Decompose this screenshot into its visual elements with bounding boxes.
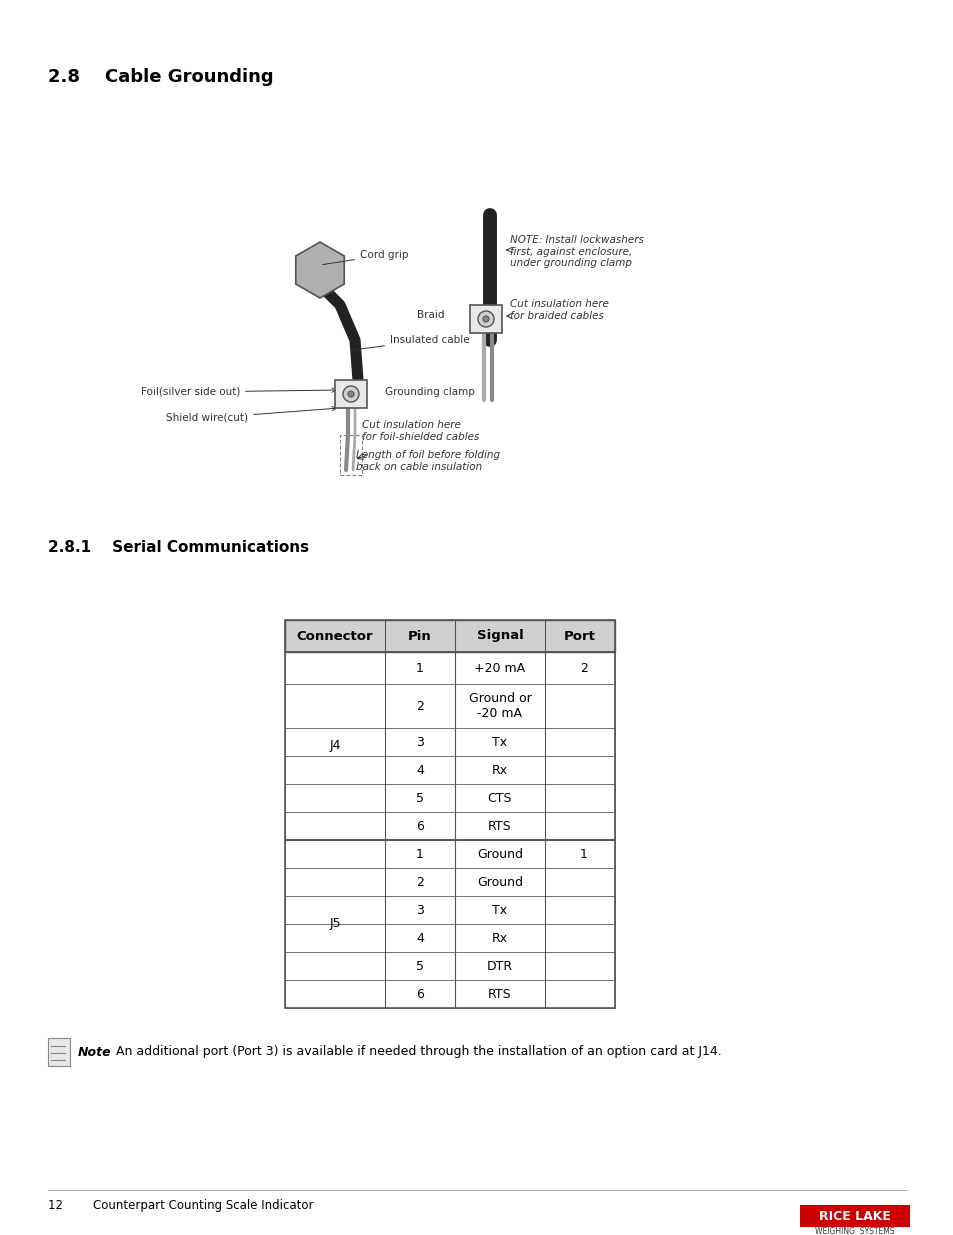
Text: WEIGHING  SYSTEMS: WEIGHING SYSTEMS (814, 1226, 894, 1235)
Text: 6: 6 (416, 820, 423, 832)
Text: 2: 2 (416, 699, 423, 713)
Text: Tx: Tx (492, 736, 507, 748)
Bar (285, 620, 615, 652)
Text: NOTE: Install lockwashers
first, against enclosure,
under grounding clamp: NOTE: Install lockwashers first, against… (510, 235, 643, 268)
Text: Port: Port (563, 630, 596, 642)
Bar (285, 897, 615, 924)
Text: CTS: CTS (487, 792, 512, 804)
Circle shape (348, 391, 354, 396)
Text: Insulated cable: Insulated cable (355, 335, 469, 350)
Bar (285, 620, 615, 652)
Text: DTR: DTR (486, 960, 513, 972)
Text: J5: J5 (329, 918, 340, 930)
Bar (285, 840, 615, 1008)
Text: 1: 1 (416, 847, 423, 861)
Bar (285, 652, 615, 684)
Text: 4: 4 (416, 763, 423, 777)
Text: Ground: Ground (476, 876, 522, 888)
Text: +20 mA: +20 mA (474, 662, 525, 674)
Bar (285, 811, 615, 840)
Polygon shape (295, 242, 344, 298)
Text: 3: 3 (416, 736, 423, 748)
Text: Grounding clamp: Grounding clamp (385, 387, 475, 396)
Text: 1: 1 (579, 847, 587, 861)
Bar (285, 840, 615, 868)
Bar (285, 727, 615, 756)
Text: 2.8.1    Serial Communications: 2.8.1 Serial Communications (48, 540, 309, 555)
Text: Foil(silver side out): Foil(silver side out) (140, 387, 335, 396)
Text: 2: 2 (416, 876, 423, 888)
Text: 2.8    Cable Grounding: 2.8 Cable Grounding (48, 68, 274, 86)
Text: Cut insulation here
for foil-shielded cables: Cut insulation here for foil-shielded ca… (361, 420, 478, 442)
Bar (335, 380, 367, 408)
Text: Signal: Signal (476, 630, 523, 642)
Text: RTS: RTS (488, 820, 511, 832)
Text: Tx: Tx (492, 904, 507, 916)
Text: An additional port (Port 3) is available if needed through the installation of a: An additional port (Port 3) is available… (108, 1046, 721, 1058)
Bar (800, 1205, 909, 1228)
Text: RTS: RTS (488, 988, 511, 1000)
Text: Length of foil before folding
back on cable insulation: Length of foil before folding back on ca… (355, 450, 499, 472)
Text: 6: 6 (416, 988, 423, 1000)
Bar (285, 924, 615, 952)
Text: RICE LAKE: RICE LAKE (819, 1209, 890, 1223)
Circle shape (477, 311, 494, 327)
Bar (48, 1037, 70, 1066)
Text: 5: 5 (416, 960, 423, 972)
Text: Rx: Rx (492, 931, 508, 945)
Text: J4: J4 (329, 740, 340, 752)
Text: Pin: Pin (408, 630, 432, 642)
Text: 1: 1 (416, 662, 423, 674)
Bar (285, 952, 615, 981)
Bar (470, 305, 501, 333)
Text: 2: 2 (579, 662, 587, 674)
Text: Connector: Connector (296, 630, 373, 642)
Text: 12        Counterpart Counting Scale Indicator: 12 Counterpart Counting Scale Indicator (48, 1198, 314, 1212)
Text: 3: 3 (416, 904, 423, 916)
Text: Cord grip: Cord grip (322, 249, 408, 264)
Bar (285, 868, 615, 897)
Bar (339, 435, 361, 475)
Text: Note: Note (78, 1046, 112, 1058)
Text: 5: 5 (416, 792, 423, 804)
Bar (285, 981, 615, 1008)
Text: Cut insulation here
for braided cables: Cut insulation here for braided cables (510, 299, 608, 321)
Circle shape (343, 387, 358, 403)
Bar (285, 756, 615, 784)
Text: Rx: Rx (492, 763, 508, 777)
Bar (285, 652, 615, 840)
Bar (285, 784, 615, 811)
Bar (285, 684, 615, 727)
Text: 4: 4 (416, 931, 423, 945)
Text: Ground or
-20 mA: Ground or -20 mA (468, 692, 531, 720)
Circle shape (482, 316, 489, 322)
Text: Ground: Ground (476, 847, 522, 861)
Text: Braid: Braid (417, 310, 444, 320)
Text: Shield wire(cut): Shield wire(cut) (166, 406, 335, 424)
